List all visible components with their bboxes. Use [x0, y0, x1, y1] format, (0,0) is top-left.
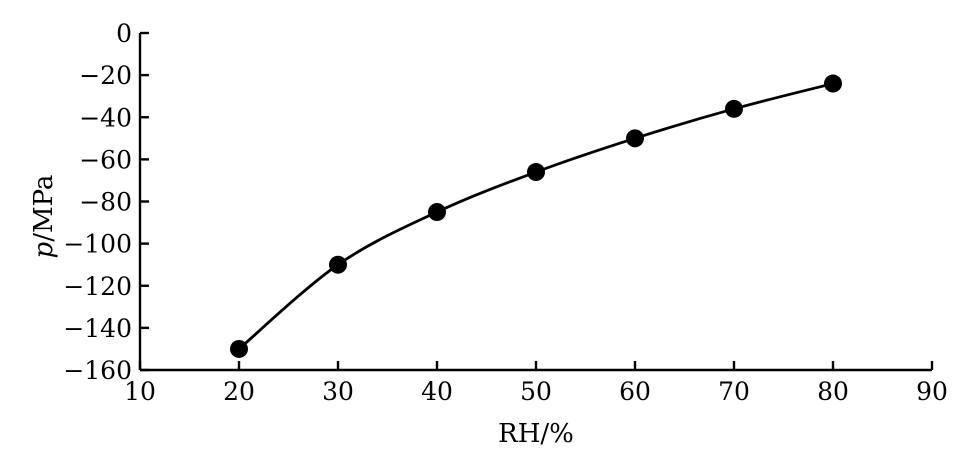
x-axis-ticks: 10 20 30 40 50 60 70 80 90 — [124, 361, 948, 406]
data-point — [428, 203, 446, 222]
data-point — [230, 339, 248, 358]
data-point — [329, 255, 347, 274]
y-tick-label: −80 — [79, 188, 132, 217]
y-tick-label: −140 — [63, 314, 132, 343]
y-axis-title: p/MPa — [29, 175, 59, 259]
x-tick-label: 70 — [718, 377, 750, 406]
y-tick-label: −40 — [79, 103, 132, 132]
y-axis-title-symbol: p — [29, 241, 59, 258]
y-axis-title-unit: /MPa — [29, 175, 59, 242]
y-tick-label: −100 — [63, 230, 132, 259]
series-line — [238, 82, 834, 351]
data-point — [626, 129, 644, 148]
x-axis-title: RH/% — [498, 419, 574, 449]
x-tick-label: 50 — [520, 377, 552, 406]
x-tick-label: 20 — [223, 377, 255, 406]
y-tick-label: 0 — [116, 19, 132, 48]
data-point — [527, 163, 545, 182]
data-points — [230, 74, 842, 358]
x-tick-label: 90 — [916, 377, 948, 406]
data-point — [824, 74, 842, 93]
y-tick-label: −160 — [63, 356, 132, 385]
x-tick-label: 10 — [124, 377, 156, 406]
y-tick-label: −60 — [79, 145, 132, 174]
x-tick-label: 60 — [619, 377, 651, 406]
y-tick-label: −20 — [79, 61, 132, 90]
data-point — [725, 99, 743, 118]
x-tick-label: 40 — [421, 377, 453, 406]
x-tick-label: 30 — [322, 377, 354, 406]
y-axis-ticks: 0 −20 −40 −60 −80 −100 −120 −140 −160 — [63, 19, 149, 385]
y-tick-label: −120 — [63, 272, 132, 301]
x-tick-label: 80 — [817, 377, 849, 406]
